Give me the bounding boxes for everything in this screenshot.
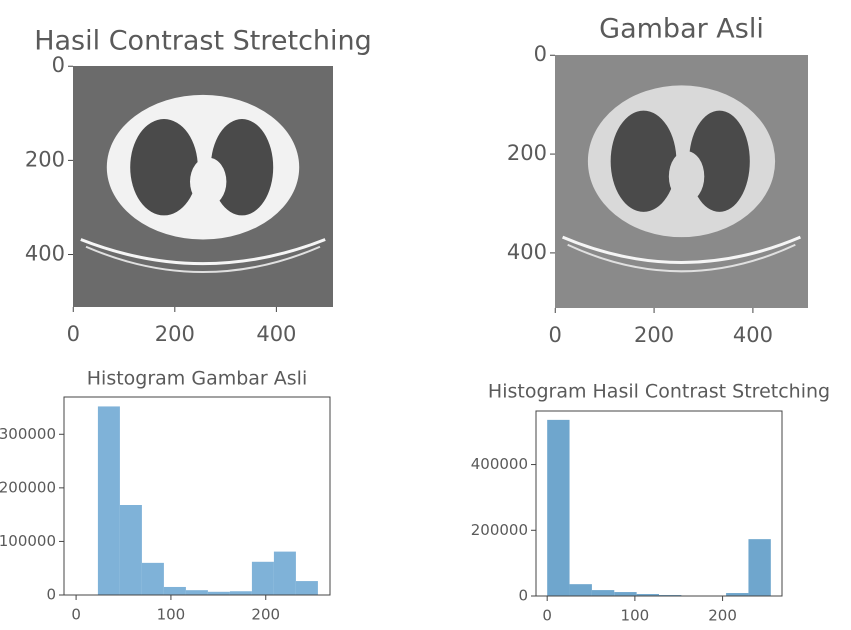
- x-tick-label: 200: [155, 322, 195, 346]
- histogram-bar: [230, 591, 252, 595]
- y-tick-label: 200000: [0, 478, 56, 496]
- histogram-bar: [570, 584, 592, 596]
- ct-heart: [190, 158, 226, 206]
- histogram-bar: [164, 587, 186, 595]
- panel-title: Gambar Asli: [599, 14, 764, 45]
- histogram-bar: [296, 581, 318, 595]
- y-tick-label: 0: [518, 587, 528, 605]
- y-tick-label: 300000: [0, 425, 56, 443]
- panel-title: Histogram Gambar Asli: [87, 368, 308, 390]
- x-tick-label: 400: [733, 323, 773, 347]
- histogram-bar: [142, 563, 164, 595]
- y-tick-label: 200000: [471, 521, 528, 539]
- x-tick-label: 100: [157, 606, 186, 624]
- histogram-bar: [120, 505, 142, 595]
- histogram-bar: [274, 552, 296, 595]
- image: [555, 55, 808, 308]
- histogram-bar: [252, 562, 274, 595]
- y-tick-label: 400: [25, 242, 65, 266]
- histogram-bar: [748, 539, 770, 596]
- x-tick-label: 400: [256, 322, 296, 346]
- x-tick-label: 0: [67, 322, 80, 346]
- y-tick-label: 400000: [471, 455, 528, 473]
- x-tick-label: 0: [549, 323, 562, 347]
- y-tick-label: 0: [534, 42, 547, 66]
- histogram-bar: [547, 420, 569, 596]
- x-tick-label: 100: [621, 607, 650, 625]
- y-tick-label: 100000: [0, 532, 56, 550]
- x-tick-label: 200: [251, 606, 280, 624]
- x-tick-label: 0: [542, 607, 552, 625]
- y-tick-label: 0: [52, 53, 65, 77]
- histogram-bar: [98, 406, 120, 595]
- x-tick-label: 200: [708, 607, 737, 625]
- histogram-bar: [614, 592, 636, 596]
- image: [73, 66, 333, 307]
- figure: Hasil Contrast Stretching02004000200400G…: [0, 0, 851, 630]
- histogram-bar: [592, 590, 614, 596]
- y-tick-label: 0: [46, 586, 56, 604]
- y-tick-label: 200: [507, 141, 547, 165]
- y-tick-label: 400: [507, 240, 547, 264]
- x-tick-label: 0: [71, 606, 81, 624]
- panel-title: Histogram Hasil Contrast Stretching: [488, 381, 830, 403]
- ct-heart: [669, 151, 704, 202]
- ct-lung: [611, 111, 677, 212]
- y-tick-label: 200: [25, 147, 65, 171]
- histogram-bar: [186, 590, 208, 595]
- x-tick-label: 200: [634, 323, 674, 347]
- axes-frame: [536, 411, 782, 596]
- ct-lung: [130, 119, 198, 215]
- panel-title: Hasil Contrast Stretching: [34, 26, 372, 57]
